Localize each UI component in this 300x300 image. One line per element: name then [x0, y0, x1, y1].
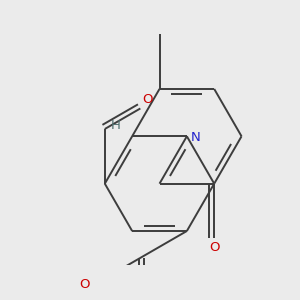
Text: O: O	[80, 278, 90, 291]
Text: O: O	[143, 93, 153, 106]
Text: N: N	[191, 131, 201, 144]
Text: O: O	[209, 242, 219, 254]
Text: H: H	[111, 119, 121, 132]
